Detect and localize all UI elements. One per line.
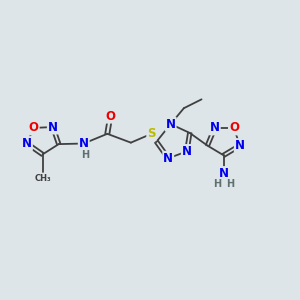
Text: N: N (166, 118, 176, 130)
Text: N: N (48, 121, 58, 134)
Text: O: O (229, 122, 239, 134)
Text: H: H (81, 150, 89, 160)
Text: H: H (226, 179, 234, 189)
Text: S: S (147, 127, 156, 140)
Text: O: O (29, 122, 39, 134)
Text: N: N (235, 139, 245, 152)
Text: H: H (213, 179, 221, 189)
Text: N: N (163, 152, 173, 165)
Text: N: N (210, 122, 220, 134)
Text: N: N (79, 137, 89, 150)
Text: N: N (22, 137, 32, 150)
Text: CH₃: CH₃ (34, 174, 51, 183)
Text: N: N (219, 167, 229, 180)
Text: N: N (182, 145, 192, 158)
Text: O: O (105, 110, 115, 123)
